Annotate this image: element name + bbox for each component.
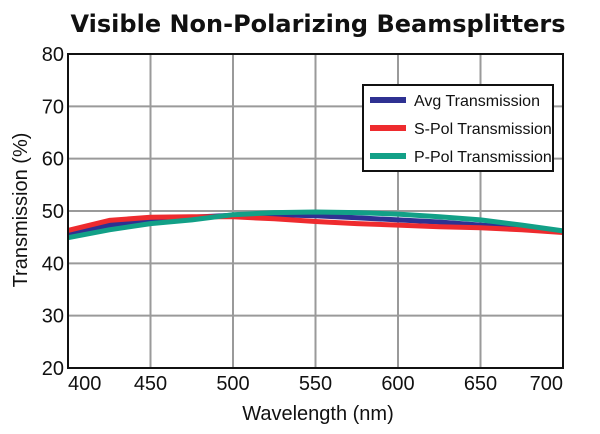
legend: Avg Transmission S-Pol Transmission P-Pol …: [362, 84, 554, 172]
x-tick-label: 450: [134, 373, 167, 395]
legend-label-p-pol-transmission: P-Pol Transmission: [414, 149, 552, 166]
y-axis-label: Transmission (%): [10, 133, 32, 288]
y-tick-labels: 20 30 40 50 60 70 80: [42, 44, 64, 380]
x-axis-label: Wavelength (nm): [242, 403, 394, 425]
x-tick-label: 700: [530, 373, 563, 395]
y-tick-label: 20: [42, 358, 64, 380]
y-tick-label: 30: [42, 306, 64, 328]
y-tick-label: 50: [42, 201, 64, 223]
x-tick-label: 600: [381, 373, 414, 395]
series-line-avg-transmission: [67, 212, 564, 238]
legend-label-s-pol-transmission: S-Pol Transmission: [414, 121, 552, 138]
x-tick-label: 650: [464, 373, 497, 395]
legend-label-avg-transmission: Avg Transmission: [414, 93, 540, 110]
y-tick-label: 70: [42, 96, 64, 118]
plot-frame: [67, 53, 564, 369]
series-line-s-pol-transmission: [67, 214, 564, 235]
x-tick-label: 500: [216, 373, 249, 395]
chart-title: Visible Non-Polarizing Beamsplitters: [71, 10, 566, 38]
y-tick-label: 60: [42, 149, 64, 171]
x-tick-label: 400: [68, 373, 101, 395]
series-line-p-pol-transmission: [67, 209, 564, 241]
y-tick-label: 40: [42, 253, 64, 275]
series-lines: [67, 209, 564, 241]
x-tick-labels: 400 450 500 550 600 650 700: [68, 373, 563, 395]
y-tick-label: 80: [42, 44, 64, 66]
x-tick-label: 550: [299, 373, 332, 395]
